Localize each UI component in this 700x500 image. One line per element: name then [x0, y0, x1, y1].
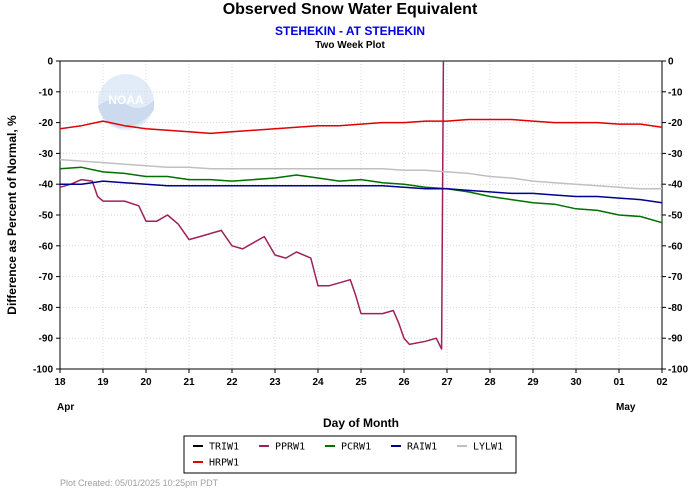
- x-tick-label: 19: [97, 377, 109, 388]
- x-tick-label: 28: [484, 377, 496, 388]
- x-tick-label: 01: [613, 377, 625, 388]
- y-tick-label-left: -40: [39, 180, 54, 191]
- legend-label-raiw1: RAIW1: [407, 442, 437, 453]
- series-line-pcrw1: [59, 166, 663, 224]
- y-tick-label-left: -70: [39, 272, 54, 283]
- y-tick-label-right: -30: [668, 149, 683, 160]
- y-tick-label-left: -10: [39, 87, 54, 98]
- month-label: Apr: [57, 402, 74, 413]
- series-line-raiw1: [60, 180, 663, 204]
- y-tick-label-right: -100: [668, 365, 688, 376]
- x-tick-label: 29: [527, 377, 539, 388]
- noaa-logo-watermark: NOAA: [98, 74, 154, 130]
- series-line-pprw1: [59, 60, 445, 350]
- legend-label-triw1: TRIW1: [209, 442, 239, 453]
- y-tick-label-right: -80: [668, 303, 683, 314]
- y-tick-label-left: -30: [39, 149, 54, 160]
- x-tick-label: 25: [355, 377, 367, 388]
- y-axis-label: Difference as Percent of Normal, %: [5, 115, 19, 315]
- x-tick-label: 23: [269, 377, 281, 388]
- y-tick-label-left: -100: [33, 365, 53, 376]
- legend-box: [183, 435, 517, 474]
- x-tick-label: 24: [312, 377, 324, 388]
- legend: TRIW1 PPRW1 PCRW1 RAIW1 LYLW1 HRPW1: [183, 435, 517, 474]
- y-tick-label-left: -50: [39, 211, 54, 222]
- y-tick-label-left: -90: [39, 334, 54, 345]
- x-tick-label: 26: [398, 377, 410, 388]
- legend-label-lylw1: LYLW1: [473, 442, 503, 453]
- x-tick-label: 02: [656, 377, 668, 388]
- plot-created-footer: Plot Created: 05/01/2025 10:25pm PDT: [60, 478, 219, 488]
- x-tick-label: 18: [54, 377, 66, 388]
- x-tick-label: 30: [570, 377, 582, 388]
- y-tick-label-right: -40: [668, 180, 683, 191]
- series-line-lylw1: [59, 158, 662, 190]
- chart-subtitle: STEHEKIN - AT STEHEKIN: [274, 24, 425, 38]
- y-tick-label-right: -20: [668, 118, 683, 129]
- legend-label-pprw1: PPRW1: [275, 442, 305, 453]
- chart-title: Observed Snow Water Equivalent: [222, 1, 478, 18]
- legend-label-hrpw1: HRPW1: [209, 458, 239, 469]
- y-tick-label-right: 0: [668, 57, 674, 68]
- y-tick-label-right: -10: [668, 87, 683, 98]
- y-tick-label-right: -50: [668, 211, 683, 222]
- y-tick-label-right: -70: [668, 272, 683, 283]
- y-tick-label-left: -80: [39, 303, 54, 314]
- x-tick-label: 27: [441, 377, 453, 388]
- series-line-hrpw1: [59, 118, 663, 135]
- y-tick-label-left: -20: [39, 118, 54, 129]
- x-tick-label: 20: [140, 377, 152, 388]
- chart-subsubtitle: Two Week Plot: [315, 40, 385, 51]
- x-axis-label: Day of Month: [323, 416, 399, 430]
- noaa-logo-text: NOAA: [108, 93, 144, 107]
- y-tick-label-right: -60: [668, 241, 683, 252]
- legend-label-pcrw1: PCRW1: [341, 442, 371, 453]
- y-tick-label-right: -90: [668, 334, 683, 345]
- x-tick-label: 22: [226, 377, 238, 388]
- y-tick-label-left: 0: [47, 57, 53, 68]
- x-tick-label: 21: [183, 377, 195, 388]
- month-label: May: [616, 402, 636, 413]
- y-tick-label-left: -60: [39, 241, 54, 252]
